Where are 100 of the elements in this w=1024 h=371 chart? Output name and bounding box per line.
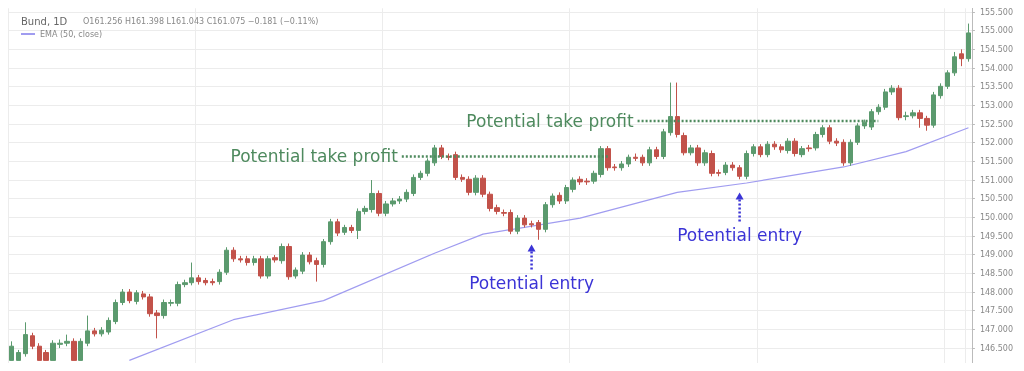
candlestick [335,218,340,237]
candlestick [730,161,735,172]
candlestick [314,257,319,283]
candlestick [737,164,742,180]
y-tick-label: 153.000 [979,100,1014,110]
candlestick [9,340,14,361]
candlestick [959,48,964,67]
y-tick-label: 149.000 [979,250,1014,260]
candlestick [328,218,333,246]
y-tick-label: 155.500 [979,7,1014,17]
candlestick [78,337,83,361]
text: Bund, 1D [21,15,68,27]
y-tick-label: 152.500 [979,119,1014,129]
candlestick [799,145,805,158]
candlestick [779,143,784,154]
candlestick [792,137,798,158]
annotation: Potential entry [469,272,594,293]
candlestick [661,128,666,160]
candlestick [938,82,943,100]
candlestick [439,144,444,160]
candlestick [217,268,222,286]
candlestick [751,143,756,158]
y-tick-label: 147.000 [979,324,1014,334]
y-tick-label: 151.500 [979,156,1014,166]
candlestick [647,146,652,167]
candlestick [557,191,562,205]
candlestick [675,82,680,138]
candlestick [349,224,354,234]
candlestick [529,220,534,228]
candlestick [376,189,382,217]
candlestick [224,246,229,276]
candlestick [265,255,271,280]
candlestick [702,149,708,167]
candlestick [342,224,347,236]
y-tick-label: 149.500 [979,231,1014,241]
candlestick [404,188,409,203]
candlestick [785,137,791,155]
candlestick [238,255,243,264]
candlestick [300,251,305,275]
y-tick-label: 154.000 [979,63,1014,73]
candlestick [723,161,728,176]
candlestick [286,243,292,281]
candlestick [515,214,520,235]
y-tick-label: 150.000 [979,212,1014,222]
candlestick [279,243,285,265]
candlestick [113,299,118,325]
candlestick [258,255,264,280]
candlestick [543,201,548,233]
candlestick [210,278,215,286]
candlestick [896,84,902,121]
candlestick [536,219,541,241]
candlestick [307,251,312,265]
candlestick [841,138,846,167]
candlestick [293,266,298,280]
candlestick [203,277,208,286]
candlestick [945,69,950,90]
candlestick [827,124,832,145]
candlestick [99,326,104,337]
candlestick [252,255,257,267]
y-tick-label: 151.000 [979,175,1014,185]
candlestick [245,255,250,267]
candlestick [196,274,201,286]
candlestick [432,144,437,167]
candlestick [695,144,701,167]
y-tick-label: 152.000 [979,138,1014,148]
candlestick [848,138,853,167]
candlestick [862,119,867,130]
candlestick [120,288,125,306]
candlestick [425,157,430,177]
candlestick [765,140,770,158]
y-tick-label: 148.500 [979,268,1014,278]
candlestick [876,103,881,116]
candlestick [71,337,77,361]
candlestick [321,238,326,268]
annotation: Potential entry [677,225,803,246]
candlestick [418,170,423,181]
candlestick [453,151,458,181]
y-tick-label: 150.500 [979,194,1014,204]
y-tick-label: 154.500 [979,44,1014,54]
candlestick [23,321,28,358]
candlestick [688,144,694,156]
candlestick [654,146,659,160]
candlestick [85,315,90,347]
candlestick [30,332,35,350]
candlestick [744,150,749,180]
candlestick [619,160,624,172]
y-tick-label: 153.500 [979,82,1014,92]
candlestick [626,154,631,168]
candlestick [127,288,132,304]
candlestick [473,174,479,196]
y-tick-label: 148.000 [979,287,1014,297]
candlestick [16,349,21,361]
y-tick-label: 146.500 [979,343,1014,353]
y-tick-label: 147.500 [979,306,1014,316]
candlestick [92,327,97,337]
candlestick [633,153,638,162]
candlestick [772,140,777,151]
text: O161.256 H161.398 L161.043 C161.075 −0.181 (−0.11%) [83,16,319,26]
annotation: Potential take profit [466,110,634,131]
candlestick [681,132,687,156]
